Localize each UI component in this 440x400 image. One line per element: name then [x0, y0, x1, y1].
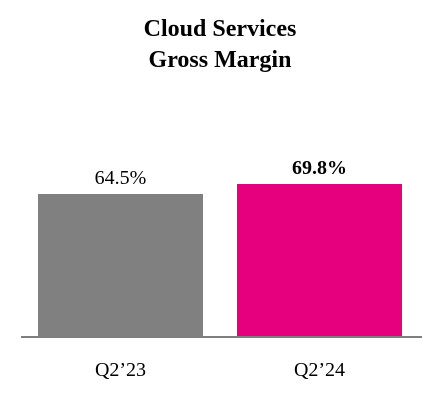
bar-2: [237, 184, 402, 337]
data-label-1: 64.5%: [95, 167, 147, 189]
bar-1: [38, 194, 203, 337]
chart-title: Cloud Services Gross Margin: [0, 14, 440, 76]
x-tick-label-2: Q2’24: [294, 359, 345, 381]
x-tick-label-1: Q2’23: [95, 359, 146, 381]
chart-title-line-2: Gross Margin: [148, 47, 292, 73]
chart-title-line-1: Cloud Services: [143, 16, 297, 42]
data-label-2: 69.8%: [292, 157, 347, 179]
